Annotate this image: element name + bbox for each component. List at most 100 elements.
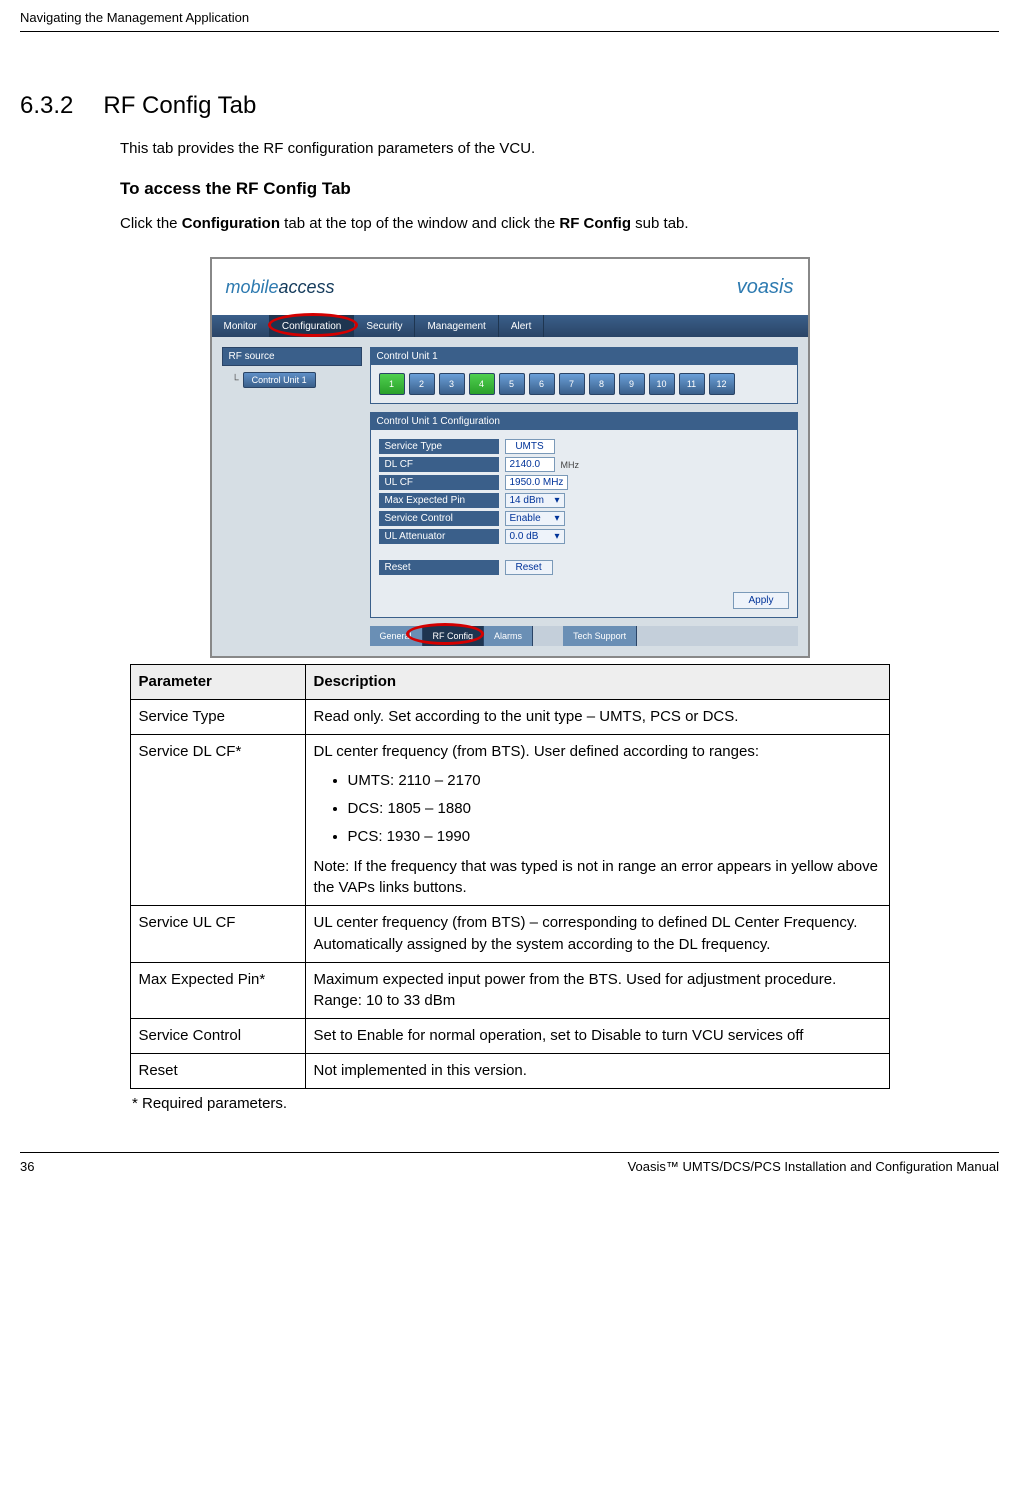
- th-description: Description: [305, 665, 889, 700]
- screenshot-container: mobileaccess voasis Monitor Configuratio…: [20, 257, 999, 658]
- tab-alert[interactable]: Alert: [499, 315, 545, 337]
- list-item: PCS: 1930 – 1990: [348, 826, 881, 848]
- logo-mobileaccess: mobileaccess: [226, 277, 335, 298]
- chevron-down-icon: ▾: [554, 531, 559, 542]
- tree-item-control-unit[interactable]: Control Unit 1: [243, 372, 316, 388]
- running-header: Navigating the Management Application: [20, 0, 999, 32]
- cell-desc: Read only. Set according to the unit typ…: [305, 699, 889, 734]
- vap-link-8[interactable]: 8: [589, 373, 615, 395]
- select-value: 0.0 dB: [510, 531, 539, 542]
- vap-link-1[interactable]: 1: [379, 373, 405, 395]
- service-control-select[interactable]: Enable ▾: [505, 511, 565, 526]
- subtab-alarms[interactable]: Alarms: [484, 626, 533, 646]
- page-footer: 36 Voasis™ UMTS/DCS/PCS Installation and…: [20, 1152, 999, 1194]
- panel-configuration: Control Unit 1 Configuration Service Typ…: [370, 412, 798, 618]
- vap-link-12[interactable]: 12: [709, 373, 735, 395]
- tab-security[interactable]: Security: [354, 315, 415, 337]
- vap-link-6[interactable]: 6: [529, 373, 555, 395]
- subheading: To access the RF Config Tab: [120, 179, 999, 199]
- apply-button[interactable]: Apply: [733, 592, 788, 609]
- panel-title: Control Unit 1: [371, 348, 797, 365]
- vap-link-11[interactable]: 11: [679, 373, 705, 395]
- field-service-type: Service Type UMTS: [379, 439, 789, 454]
- cell-param: Service Type: [130, 699, 305, 734]
- ul-att-select[interactable]: 0.0 dB ▾: [505, 529, 565, 544]
- list-item: DCS: 1805 – 1880: [348, 798, 881, 820]
- cell-desc: Maximum expected input power from the BT…: [305, 962, 889, 1019]
- cell-param: Service UL CF: [130, 906, 305, 963]
- instruction-text: sub tab.: [631, 215, 689, 232]
- tab-monitor[interactable]: Monitor: [212, 315, 270, 337]
- vap-link-2[interactable]: 2: [409, 373, 435, 395]
- table-row: Service UL CF UL center frequency (from …: [130, 906, 889, 963]
- intro-paragraph: This tab provides the RF configuration p…: [120, 138, 999, 161]
- table-row: Max Expected Pin* Maximum expected input…: [130, 962, 889, 1019]
- vap-link-10[interactable]: 10: [649, 373, 675, 395]
- field-label: Service Type: [379, 439, 499, 454]
- table-header-row: Parameter Description: [130, 665, 889, 700]
- cell-desc: Not implemented in this version.: [305, 1053, 889, 1088]
- vap-link-9[interactable]: 9: [619, 373, 645, 395]
- logo-text: mobile: [226, 277, 279, 297]
- panel-control-unit: Control Unit 1 123456789101112: [370, 347, 798, 404]
- section-heading-row: 6.3.2 RF Config Tab: [20, 92, 999, 120]
- subtab-general[interactable]: General: [370, 626, 423, 646]
- vap-link-3[interactable]: 3: [439, 373, 465, 395]
- table-row: Reset Not implemented in this version.: [130, 1053, 889, 1088]
- select-value: Enable: [510, 513, 541, 524]
- field-label: UL Attenuator: [379, 529, 499, 544]
- cell-param: Reset: [130, 1053, 305, 1088]
- cell-desc: DL center frequency (from BTS). User def…: [305, 734, 889, 906]
- subtab-tech-support[interactable]: Tech Support: [563, 626, 637, 646]
- cell-param: Max Expected Pin*: [130, 962, 305, 1019]
- field-label: Max Expected Pin: [379, 493, 499, 508]
- footer-title: Voasis™ UMTS/DCS/PCS Installation and Co…: [628, 1159, 999, 1174]
- desc-text: DL center frequency (from BTS). User def…: [314, 741, 881, 763]
- field-value: UMTS: [505, 439, 555, 454]
- field-label: Reset: [379, 560, 499, 575]
- section-number: 6.3.2: [20, 92, 73, 120]
- top-tab-bar: Monitor Configuration Security Managemen…: [212, 315, 808, 337]
- th-parameter: Parameter: [130, 665, 305, 700]
- page-number: 36: [20, 1159, 34, 1174]
- instruction: Click the Configuration tab at the top o…: [120, 213, 999, 236]
- cell-desc: UL center frequency (from BTS) – corresp…: [305, 906, 889, 963]
- reset-button[interactable]: Reset: [505, 560, 553, 575]
- max-pin-select[interactable]: 14 dBm▾: [505, 493, 565, 508]
- vap-link-5[interactable]: 5: [499, 373, 525, 395]
- subtab-rf-config[interactable]: RF Config: [423, 626, 485, 646]
- dl-cf-input[interactable]: 2140.0: [505, 457, 555, 472]
- table-row: Service Type Read only. Set according to…: [130, 699, 889, 734]
- field-service-control: Service Control Enable▾: [379, 511, 789, 526]
- logo-voasis: voasis: [737, 276, 794, 299]
- table-row: Service Control Set to Enable for normal…: [130, 1019, 889, 1054]
- vap-link-4[interactable]: 4: [469, 373, 495, 395]
- field-label: UL CF: [379, 475, 499, 490]
- screenshot-body: RF source └ Control Unit 1 Control Unit …: [212, 337, 808, 656]
- select-value: 14 dBm: [510, 495, 544, 506]
- sidebar: RF source └ Control Unit 1: [222, 347, 362, 646]
- logo-bar: mobileaccess voasis: [212, 259, 808, 315]
- field-dl-cf: DL CF 2140.0 MHz: [379, 457, 789, 472]
- range-list: UMTS: 2110 – 2170 DCS: 1805 – 1880 PCS: …: [348, 770, 881, 847]
- unit-label: MHz: [561, 460, 580, 470]
- vap-link-7[interactable]: 7: [559, 373, 585, 395]
- tab-configuration[interactable]: Configuration: [270, 315, 354, 337]
- chevron-down-icon: ▾: [554, 513, 559, 524]
- field-label: DL CF: [379, 457, 499, 472]
- main-panels: Control Unit 1 123456789101112 Control U…: [370, 347, 798, 646]
- parameter-table: Parameter Description Service Type Read …: [130, 664, 890, 1089]
- field-ul-cf: UL CF 1950.0 MHz: [379, 475, 789, 490]
- section-title: RF Config Tab: [103, 92, 256, 120]
- field-reset: Reset Reset: [379, 560, 789, 575]
- apply-row: Apply: [371, 588, 797, 617]
- vaps-row: 123456789101112: [371, 365, 797, 403]
- cell-param: Service DL CF*: [130, 734, 305, 906]
- tab-management[interactable]: Management: [415, 315, 498, 337]
- tree-connector-icon: └: [232, 375, 239, 386]
- footnote: * Required parameters.: [132, 1095, 999, 1112]
- field-max-pin: Max Expected Pin 14 dBm▾: [379, 493, 789, 508]
- panel-title: Control Unit 1 Configuration: [371, 413, 797, 430]
- cell-desc: Set to Enable for normal operation, set …: [305, 1019, 889, 1054]
- config-body: Service Type UMTS DL CF 2140.0 MHz UL CF…: [371, 430, 797, 588]
